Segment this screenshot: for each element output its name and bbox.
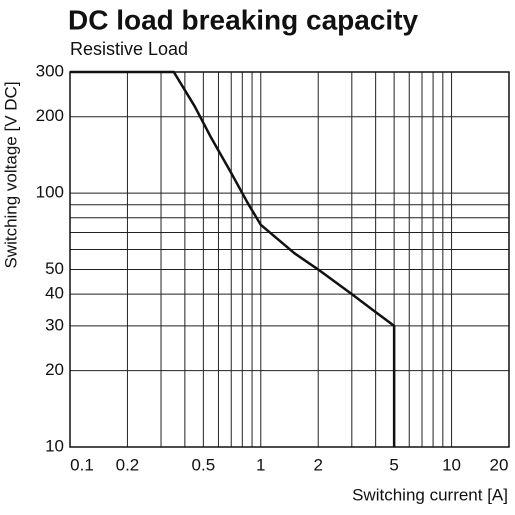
y-tick-label: 20 [45,360,64,379]
chart-title: DC load breaking capacity [68,4,419,35]
x-tick-label: 5 [389,455,398,474]
x-tick-label: 0.1 [70,455,94,474]
x-tick-label: 1 [256,455,265,474]
y-tick-label: 50 [45,259,64,278]
chart-subtitle: Resistive Load [70,39,188,59]
y-tick-label: 10 [45,436,64,455]
x-tick-label: 10 [442,455,461,474]
x-tick-label: 0.2 [116,455,140,474]
y-tick-label: 200 [36,106,64,125]
y-tick-label: 300 [36,61,64,80]
y-tick-label: 40 [45,284,64,303]
plot-frame [69,71,510,448]
data-line [70,70,396,447]
x-tick-label: 0.5 [192,455,216,474]
x-axis-label: Switching current [A] [352,485,508,504]
y-axis-label: Switching voltage [V DC] [1,81,20,268]
y-tick-label: 30 [45,315,64,334]
y-tick-label: 100 [36,183,64,202]
x-tick-label: 2 [313,455,322,474]
x-tick-label: 20 [490,455,509,474]
